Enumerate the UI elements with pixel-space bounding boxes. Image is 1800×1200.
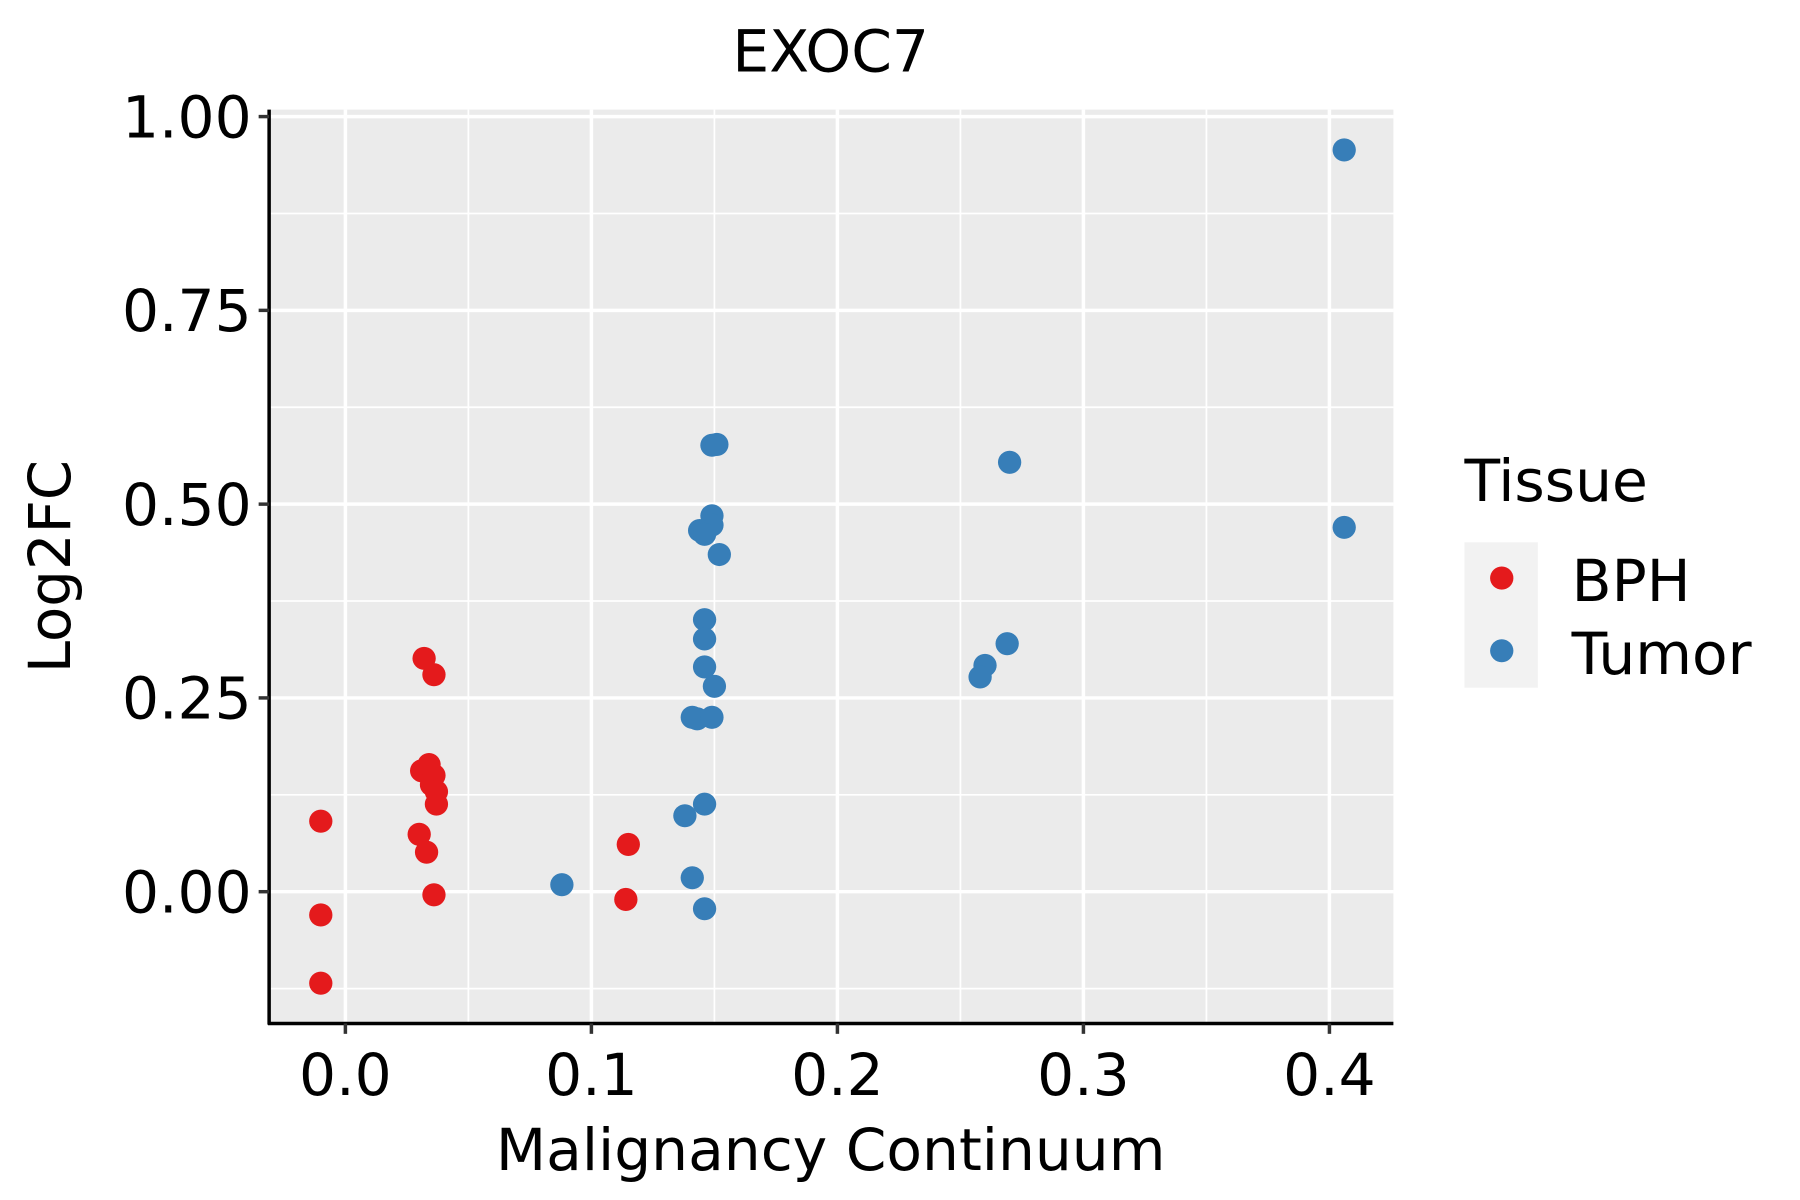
data-point-tumor bbox=[968, 665, 992, 689]
data-point-tumor bbox=[673, 804, 697, 828]
data-point-tumor bbox=[692, 655, 717, 679]
x-tick-label: 0.1 bbox=[545, 1041, 638, 1109]
data-point-bph bbox=[422, 883, 446, 907]
data-point-tumor bbox=[705, 432, 729, 456]
chart-title: EXOC7 bbox=[732, 18, 929, 86]
data-point-bph bbox=[614, 887, 638, 911]
data-point-tumor bbox=[997, 450, 1022, 474]
x-tick-label: 0.0 bbox=[299, 1041, 392, 1109]
legend-title: Tissue bbox=[1463, 447, 1647, 515]
data-point-bph bbox=[309, 903, 333, 927]
data-point-tumor bbox=[692, 897, 717, 921]
data-point-bph bbox=[422, 663, 446, 687]
data-point-tumor bbox=[692, 608, 717, 632]
data-point-tumor bbox=[692, 627, 717, 651]
gridlines bbox=[269, 109, 1394, 1024]
data-points bbox=[309, 138, 1356, 995]
data-point-tumor bbox=[1332, 515, 1356, 539]
data-point-bph bbox=[309, 971, 333, 995]
y-tick-label: 1.00 bbox=[122, 84, 252, 152]
y-tick-label: 0.75 bbox=[122, 277, 252, 345]
data-point-tumor bbox=[1332, 138, 1356, 162]
y-axis-label: Log2FC bbox=[16, 460, 84, 673]
data-point-tumor bbox=[702, 674, 727, 698]
x-tick-label: 0.4 bbox=[1283, 1041, 1376, 1109]
x-tick-label: 0.2 bbox=[791, 1041, 884, 1109]
legend-label-tumor: Tumor bbox=[1571, 620, 1752, 688]
data-point-tumor bbox=[692, 522, 717, 546]
data-point-tumor bbox=[692, 792, 717, 816]
legend: Tissue BPH Tumor bbox=[1463, 447, 1751, 688]
x-axis-label: Malignancy Continuum bbox=[496, 1116, 1166, 1184]
legend-key-background bbox=[1464, 542, 1538, 688]
data-point-bph bbox=[407, 822, 431, 846]
x-tick-label: 0.3 bbox=[1037, 1041, 1130, 1109]
y-tick-label: 0.50 bbox=[122, 471, 252, 539]
legend-key-tumor bbox=[1490, 639, 1514, 663]
legend-label-bph: BPH bbox=[1572, 547, 1691, 615]
data-point-bph bbox=[309, 809, 333, 833]
data-point-bph bbox=[616, 832, 640, 856]
y-axis-ticks: 0.00 0.25 0.50 0.75 1.00 bbox=[122, 84, 270, 927]
y-tick-label: 0.25 bbox=[122, 665, 252, 733]
data-point-tumor bbox=[550, 873, 574, 897]
data-point-tumor bbox=[700, 705, 724, 729]
x-axis-ticks: 0.0 0.1 0.2 0.3 0.4 bbox=[299, 1023, 1376, 1109]
y-tick-label: 0.00 bbox=[122, 859, 252, 927]
data-point-tumor bbox=[680, 866, 704, 890]
data-point-tumor bbox=[707, 542, 731, 567]
data-point-bph bbox=[414, 840, 439, 864]
data-point-tumor bbox=[995, 632, 1019, 656]
legend-key-bph bbox=[1490, 566, 1514, 590]
data-point-bph bbox=[424, 792, 449, 816]
